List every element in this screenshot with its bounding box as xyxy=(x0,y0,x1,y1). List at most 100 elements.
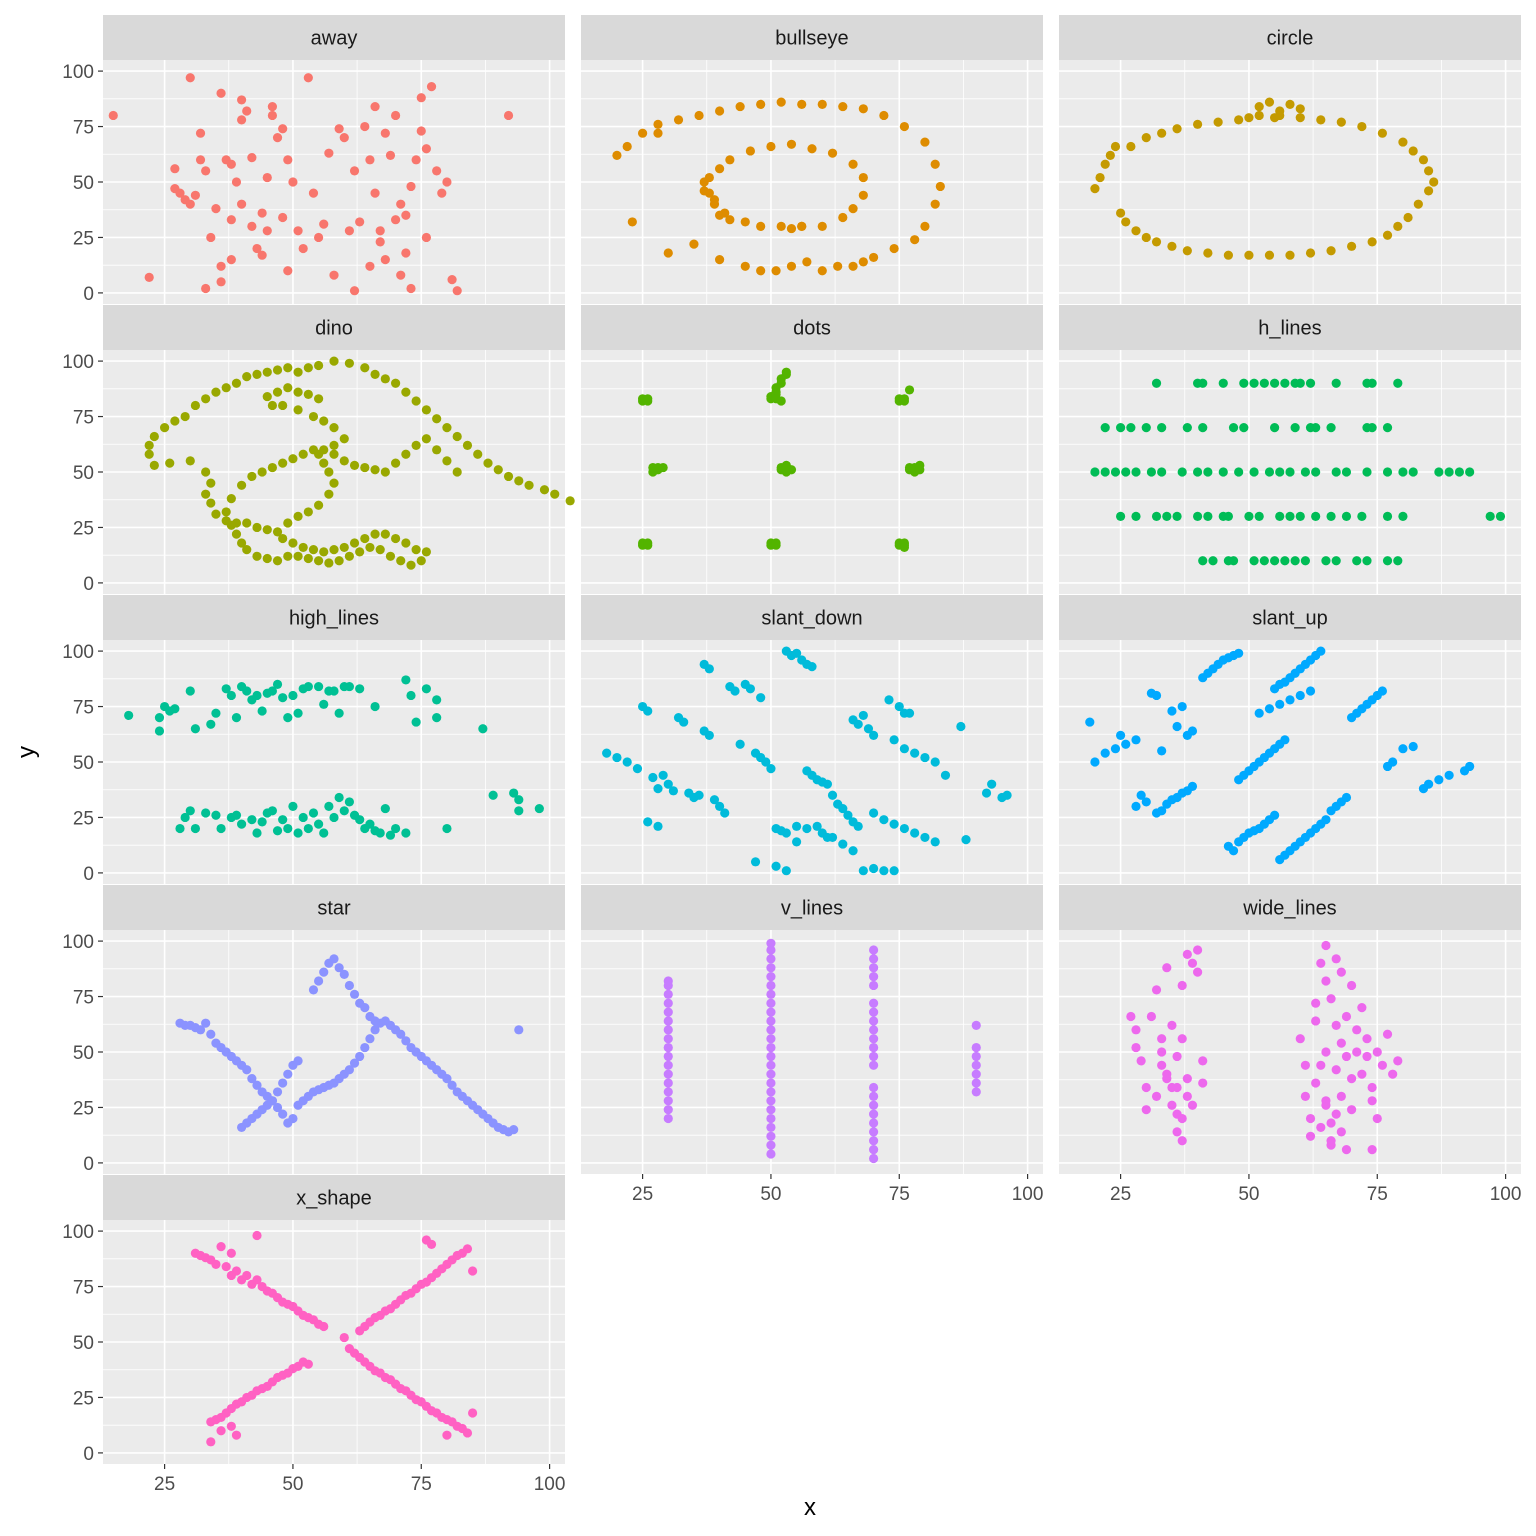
data-point xyxy=(1275,106,1285,116)
data-point xyxy=(1341,1145,1352,1155)
data-point xyxy=(910,748,920,758)
data-point xyxy=(154,713,165,723)
data-point xyxy=(756,99,766,109)
data-point xyxy=(1341,1051,1352,1062)
data-point xyxy=(812,821,822,831)
data-point xyxy=(1341,792,1352,803)
data-point xyxy=(416,556,426,566)
data-point xyxy=(663,1042,673,1053)
data-point xyxy=(1270,378,1280,388)
data-point xyxy=(766,141,776,152)
data-point xyxy=(252,1080,262,1090)
data-point xyxy=(1228,556,1239,566)
data-point xyxy=(237,480,247,490)
data-point xyxy=(411,717,421,727)
data-point xyxy=(910,235,920,245)
data-point xyxy=(329,440,339,450)
data-point xyxy=(216,277,226,287)
data-point xyxy=(324,148,334,158)
facet-panel-away: away 0 25 50 75 100 xyxy=(62,15,565,305)
data-point xyxy=(442,177,452,187)
data-point xyxy=(242,372,252,382)
data-point xyxy=(252,1230,262,1241)
data-point xyxy=(293,828,303,838)
data-point xyxy=(293,1056,303,1066)
data-point xyxy=(1157,1047,1167,1057)
data-point xyxy=(308,985,319,995)
data-point xyxy=(308,445,319,455)
data-point xyxy=(1234,467,1244,477)
data-point xyxy=(401,1036,411,1046)
data-point xyxy=(838,212,848,223)
data-point xyxy=(1290,423,1300,433)
data-point xyxy=(344,226,354,236)
data-point xyxy=(1398,744,1408,754)
data-point xyxy=(416,93,426,103)
data-point xyxy=(1182,423,1192,433)
data-point xyxy=(272,133,283,143)
data-point xyxy=(766,1096,776,1106)
data-point xyxy=(329,356,339,366)
data-point xyxy=(1331,954,1341,964)
data-point xyxy=(648,772,658,783)
data-point xyxy=(252,522,262,533)
data-point xyxy=(180,812,190,823)
data-point xyxy=(226,494,236,504)
data-point xyxy=(1116,423,1126,433)
data-point xyxy=(514,1025,524,1035)
data-point xyxy=(1398,467,1408,477)
data-point xyxy=(293,708,303,718)
data-point xyxy=(1367,1096,1377,1106)
data-point xyxy=(319,416,329,426)
data-point xyxy=(252,828,262,838)
data-point xyxy=(756,221,766,231)
data-point xyxy=(776,396,786,406)
data-point xyxy=(1331,1065,1341,1075)
data-point xyxy=(1454,467,1464,477)
data-point xyxy=(242,545,252,555)
data-point xyxy=(1198,423,1208,433)
data-point xyxy=(339,133,349,143)
data-point xyxy=(401,248,411,258)
data-point xyxy=(663,1051,673,1062)
data-point xyxy=(1264,704,1275,714)
data-point xyxy=(190,724,200,734)
facet-panel-wide_lines: wide_lines 25 50 75 100 xyxy=(1059,885,1521,1205)
data-point xyxy=(339,806,349,816)
data-point xyxy=(283,823,293,834)
y-tick-label: 25 xyxy=(73,1098,94,1119)
data-point xyxy=(468,1266,478,1276)
data-point xyxy=(380,374,390,384)
data-point xyxy=(252,369,262,379)
data-point xyxy=(339,1332,349,1343)
data-point xyxy=(1223,511,1233,521)
data-point xyxy=(1162,963,1172,973)
data-point xyxy=(247,815,257,825)
data-point xyxy=(1177,1034,1187,1044)
data-point xyxy=(817,99,827,109)
data-point xyxy=(365,1034,375,1044)
data-point xyxy=(1141,1105,1151,1115)
data-point xyxy=(319,219,329,229)
data-point xyxy=(1331,467,1341,477)
data-point xyxy=(144,440,154,450)
data-point xyxy=(1100,423,1110,433)
data-point xyxy=(663,1007,673,1017)
data-point xyxy=(160,423,170,433)
data-point xyxy=(278,693,288,703)
data-point xyxy=(899,823,910,834)
data-point xyxy=(401,449,411,459)
data-point xyxy=(1126,423,1136,433)
data-point xyxy=(339,969,349,979)
data-point xyxy=(1382,511,1393,521)
data-point xyxy=(1141,1082,1151,1093)
data-point xyxy=(653,784,663,794)
data-point xyxy=(1316,1122,1326,1133)
data-point xyxy=(1347,241,1357,251)
data-point xyxy=(329,686,339,696)
facet-strip xyxy=(581,885,1043,930)
data-point xyxy=(272,556,283,566)
data-point xyxy=(432,445,442,455)
data-point xyxy=(694,790,704,800)
data-point xyxy=(216,88,226,98)
